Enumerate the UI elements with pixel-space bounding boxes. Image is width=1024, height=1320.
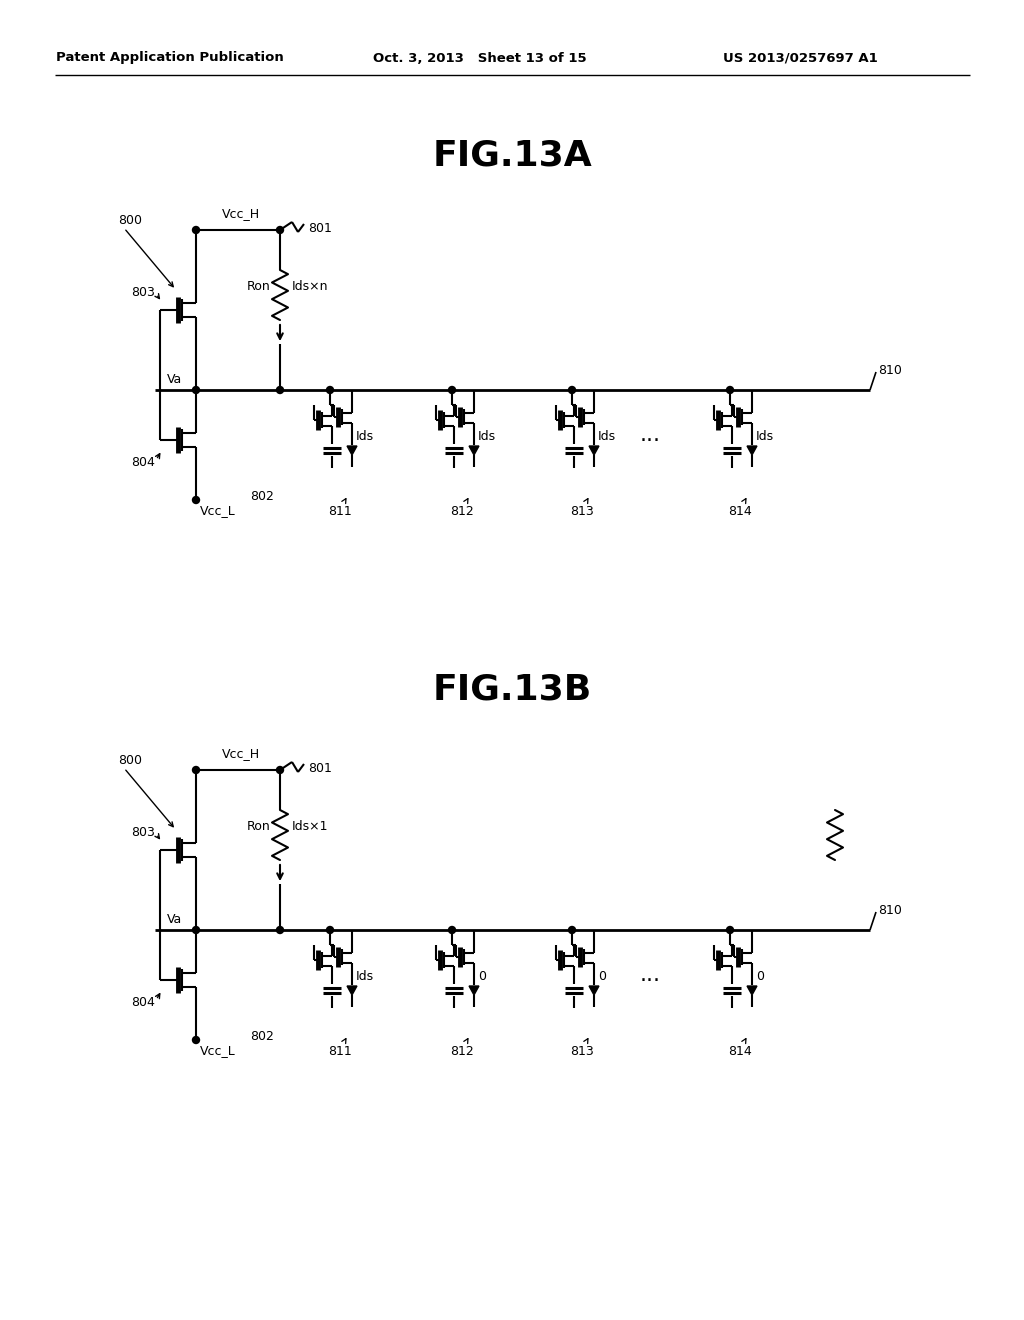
Polygon shape xyxy=(347,986,357,995)
Text: 813: 813 xyxy=(570,506,594,517)
Circle shape xyxy=(276,767,284,774)
Circle shape xyxy=(327,387,334,393)
Text: Ron: Ron xyxy=(246,281,270,293)
Text: 811: 811 xyxy=(328,1045,352,1059)
Text: Ids: Ids xyxy=(598,430,616,444)
Text: 804: 804 xyxy=(131,455,155,469)
Circle shape xyxy=(568,387,575,393)
Polygon shape xyxy=(748,986,757,995)
Circle shape xyxy=(193,1036,200,1044)
Text: 800: 800 xyxy=(118,754,142,767)
Text: Oct. 3, 2013   Sheet 13 of 15: Oct. 3, 2013 Sheet 13 of 15 xyxy=(373,51,587,65)
Text: Va: Va xyxy=(167,913,182,927)
Circle shape xyxy=(449,927,456,933)
Text: 0: 0 xyxy=(756,970,764,983)
Circle shape xyxy=(193,927,200,933)
Text: Patent Application Publication: Patent Application Publication xyxy=(56,51,284,65)
Text: Ids×1: Ids×1 xyxy=(292,821,329,833)
Text: 800: 800 xyxy=(118,214,142,227)
Circle shape xyxy=(276,387,284,393)
Text: 813: 813 xyxy=(570,1045,594,1059)
Text: ...: ... xyxy=(640,425,660,445)
Circle shape xyxy=(193,496,200,503)
Text: Ids: Ids xyxy=(356,970,374,983)
Text: Va: Va xyxy=(167,374,182,385)
Text: Ids: Ids xyxy=(356,430,374,444)
Text: 814: 814 xyxy=(728,506,752,517)
Text: 802: 802 xyxy=(250,490,273,503)
Circle shape xyxy=(327,927,334,933)
Text: US 2013/0257697 A1: US 2013/0257697 A1 xyxy=(723,51,878,65)
Text: 812: 812 xyxy=(451,506,474,517)
Text: 801: 801 xyxy=(308,222,332,235)
Text: Vcc_L: Vcc_L xyxy=(200,1044,236,1057)
Text: Vcc_H: Vcc_H xyxy=(222,747,260,760)
Circle shape xyxy=(193,227,200,234)
Circle shape xyxy=(276,227,284,234)
Polygon shape xyxy=(347,446,357,455)
Text: 801: 801 xyxy=(308,762,332,775)
Circle shape xyxy=(193,387,200,393)
Text: Vcc_L: Vcc_L xyxy=(200,504,236,517)
Text: 803: 803 xyxy=(131,285,155,298)
Circle shape xyxy=(726,387,733,393)
Circle shape xyxy=(193,767,200,774)
Text: Vcc_H: Vcc_H xyxy=(222,207,260,220)
Polygon shape xyxy=(589,986,599,995)
Text: 810: 810 xyxy=(878,363,902,376)
Text: 804: 804 xyxy=(131,995,155,1008)
Text: 811: 811 xyxy=(328,506,352,517)
Text: Ids×n: Ids×n xyxy=(292,281,329,293)
Text: Ids: Ids xyxy=(478,430,496,444)
Circle shape xyxy=(726,927,733,933)
Text: Ids: Ids xyxy=(756,430,774,444)
Polygon shape xyxy=(469,446,479,455)
Text: 814: 814 xyxy=(728,1045,752,1059)
Text: 802: 802 xyxy=(250,1030,273,1043)
Text: 0: 0 xyxy=(478,970,486,983)
Circle shape xyxy=(449,387,456,393)
Polygon shape xyxy=(748,446,757,455)
Text: FIG.13A: FIG.13A xyxy=(432,139,592,172)
Circle shape xyxy=(568,927,575,933)
Text: 812: 812 xyxy=(451,1045,474,1059)
Circle shape xyxy=(276,927,284,933)
Text: 810: 810 xyxy=(878,903,902,916)
Text: Ron: Ron xyxy=(246,821,270,833)
Text: 803: 803 xyxy=(131,825,155,838)
Polygon shape xyxy=(589,446,599,455)
Polygon shape xyxy=(469,986,479,995)
Text: FIG.13B: FIG.13B xyxy=(432,673,592,708)
Text: ...: ... xyxy=(640,965,660,985)
Text: 0: 0 xyxy=(598,970,606,983)
